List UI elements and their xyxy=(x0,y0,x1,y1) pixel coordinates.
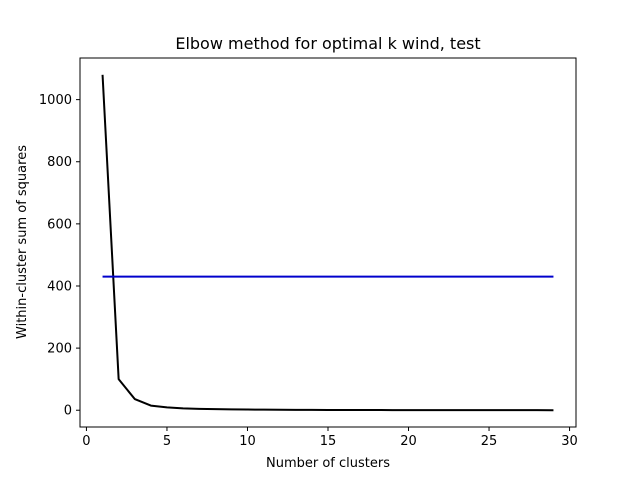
x-axis: 0 5 10 15 20 25 30 xyxy=(82,427,578,449)
x-tick-label: 10 xyxy=(239,434,256,449)
x-tick-label: 20 xyxy=(400,434,417,449)
plot-area xyxy=(101,74,554,412)
y-tick-label: 800 xyxy=(47,155,72,170)
y-tick-label: 400 xyxy=(47,279,72,294)
x-tick-label: 5 xyxy=(163,434,171,449)
x-tick-label: 30 xyxy=(561,434,578,449)
chart-title: Elbow method for optimal k wind, test xyxy=(175,34,480,53)
x-tick-label: 15 xyxy=(320,434,337,449)
x-tick-label: 0 xyxy=(82,434,90,449)
y-tick-label: 200 xyxy=(47,342,72,357)
y-tick-label: 600 xyxy=(47,217,72,232)
x-tick-label: 25 xyxy=(481,434,498,449)
plot-frame xyxy=(79,57,577,428)
y-tick-label: 1000 xyxy=(39,93,72,108)
series-line-0 xyxy=(101,74,554,412)
y-axis: 0 200 400 600 800 1000 xyxy=(39,93,80,419)
y-tick-label: 0 xyxy=(64,404,72,419)
x-axis-label: Number of clusters xyxy=(266,456,390,471)
y-axis-label: Within-cluster sum of squares xyxy=(15,145,30,339)
